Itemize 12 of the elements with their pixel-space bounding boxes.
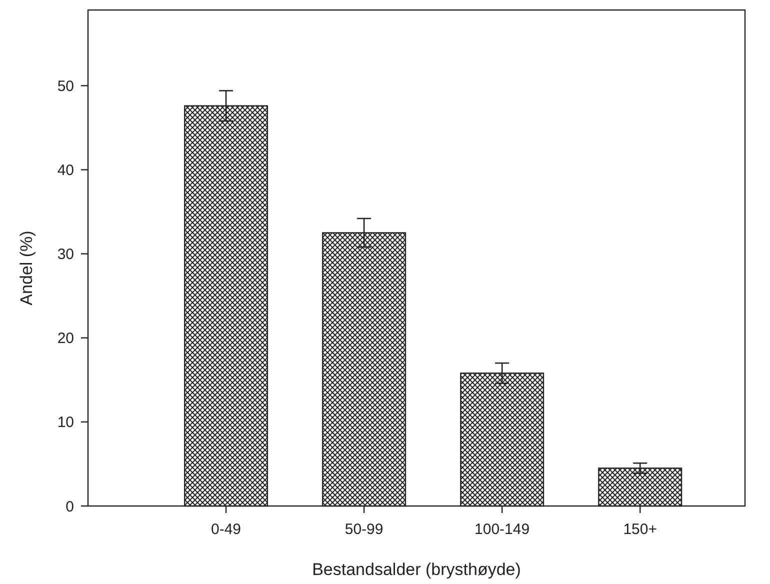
x-tick-label: 0-49 xyxy=(211,521,242,538)
y-tick-label: 30 xyxy=(57,246,74,264)
y-tick-label: 10 xyxy=(57,414,74,432)
y-tick-label: 0 xyxy=(66,498,74,516)
y-tick-label: 50 xyxy=(57,78,74,95)
x-tick-label: 150+ xyxy=(623,521,658,538)
y-tick-label: 40 xyxy=(57,162,74,179)
x-tick-label: 50-99 xyxy=(344,521,384,538)
y-axis-title: Andel (%) xyxy=(17,230,36,306)
x-tick-label: 100-149 xyxy=(474,521,530,538)
x-axis-title: Bestandsalder (brysthøyde) xyxy=(312,560,521,579)
y-tick-label: 20 xyxy=(57,330,74,348)
